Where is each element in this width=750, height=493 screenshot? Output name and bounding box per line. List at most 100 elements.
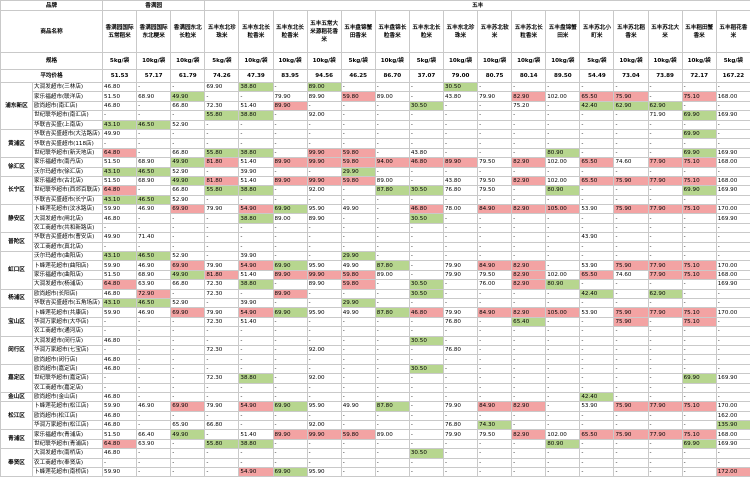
price: - bbox=[408, 232, 444, 243]
price: - bbox=[613, 297, 649, 309]
price: - bbox=[374, 466, 410, 478]
price: 43.10 bbox=[102, 194, 138, 206]
price: - bbox=[545, 213, 581, 224]
price: - bbox=[477, 222, 513, 234]
price: 46.80 bbox=[102, 391, 138, 403]
price: 80.90 bbox=[545, 279, 581, 290]
price: - bbox=[715, 222, 750, 234]
price: - bbox=[374, 147, 410, 159]
price: 82.90 bbox=[511, 175, 547, 187]
price: - bbox=[272, 297, 308, 309]
price: 29.90 bbox=[340, 166, 376, 177]
price: - bbox=[340, 326, 376, 337]
price: - bbox=[715, 251, 750, 262]
avg-row: 平均价格 51.53 57.17 61.79 74.26 47.39 83.95 94.56 4… bbox=[0, 69, 750, 83]
price: 79.90 bbox=[477, 91, 513, 102]
price: - bbox=[442, 391, 479, 403]
price: 46.80 bbox=[102, 288, 138, 300]
price: 62.90 bbox=[613, 100, 649, 112]
price: - bbox=[238, 232, 274, 243]
price: - bbox=[647, 326, 683, 337]
price: - bbox=[511, 354, 547, 365]
price: - bbox=[306, 166, 342, 177]
price: - bbox=[442, 457, 479, 469]
district: 静安区 bbox=[0, 204, 33, 234]
price: 105.00 bbox=[545, 307, 581, 318]
price: - bbox=[647, 128, 683, 140]
price: - bbox=[136, 241, 172, 253]
price: 168.00 bbox=[715, 175, 750, 187]
price: - bbox=[170, 466, 206, 478]
price: - bbox=[374, 222, 410, 234]
price: 169.90 bbox=[715, 213, 750, 224]
price: - bbox=[442, 251, 479, 262]
price: 30.50 bbox=[408, 448, 444, 459]
product-name: 香满园东北长粒米 bbox=[170, 10, 206, 53]
price: - bbox=[647, 344, 683, 356]
price: 66.80 bbox=[170, 185, 206, 196]
price: - bbox=[272, 185, 308, 196]
price: 66.80 bbox=[170, 279, 206, 290]
price: - bbox=[306, 438, 342, 450]
product-spec: 10kg/袋 bbox=[613, 52, 649, 70]
price: - bbox=[647, 354, 683, 365]
store-name: 家乐福超市(曲阳店) bbox=[31, 269, 104, 281]
avg-price: 61.79 bbox=[170, 69, 206, 83]
price: - bbox=[204, 391, 240, 403]
price: - bbox=[374, 354, 410, 365]
price: - bbox=[306, 138, 342, 149]
price: 170.00 bbox=[715, 260, 750, 271]
price: - bbox=[272, 110, 308, 121]
price: 102.00 bbox=[545, 91, 581, 102]
price: - bbox=[374, 326, 410, 337]
price: 74.60 bbox=[613, 269, 649, 281]
price: 43.90 bbox=[579, 232, 615, 243]
price: - bbox=[613, 241, 649, 253]
price: - bbox=[204, 166, 240, 177]
product-name: 五丰稻田蟹香米 bbox=[681, 10, 717, 53]
price: - bbox=[545, 401, 581, 412]
store-row: 世纪联华超市(青浦店) 64.80 63.90-55.80 38.80- - - - - - - -… bbox=[1, 438, 750, 450]
price: - bbox=[579, 110, 615, 121]
district: 嘉定区 bbox=[0, 363, 33, 393]
price: - bbox=[408, 326, 444, 337]
price: - bbox=[442, 410, 479, 422]
price: - bbox=[613, 185, 649, 196]
price: - bbox=[715, 138, 750, 149]
store-row: 宝山区 卜蜂莲花超市(共康店) 59.90 46.90 69.90 79.90 54.90 6… bbox=[0, 307, 750, 337]
price: 75.10 bbox=[681, 401, 717, 412]
price: 51.40 bbox=[238, 157, 274, 168]
price: - bbox=[715, 354, 750, 365]
store-name: 农工商超市(真北店) bbox=[31, 241, 104, 253]
price: - bbox=[613, 166, 649, 177]
avg-price: 54.49 bbox=[579, 69, 615, 83]
price: 46.90 bbox=[136, 307, 172, 318]
price: 46.90 bbox=[136, 260, 172, 271]
price: - bbox=[647, 316, 683, 328]
price: - bbox=[442, 110, 479, 121]
price: 72.30 bbox=[204, 100, 240, 112]
price: 51.40 bbox=[238, 175, 274, 187]
price: - bbox=[374, 194, 410, 206]
price: 75.90 bbox=[613, 307, 649, 318]
price: 38.80 bbox=[238, 185, 274, 196]
price: - bbox=[374, 438, 410, 450]
price: - bbox=[408, 297, 444, 309]
price: 77.90 bbox=[647, 157, 683, 168]
price: 75.10 bbox=[681, 307, 717, 318]
price: - bbox=[511, 128, 547, 140]
price: - bbox=[477, 110, 513, 121]
spec-row: 规格 5kg/袋 10kg/袋 10kg/袋 5kg/袋 10kg/袋 10kg/袋 10kg… bbox=[0, 52, 750, 70]
price: - bbox=[681, 391, 717, 403]
product-spec: 10kg/袋 bbox=[477, 52, 513, 70]
price: - bbox=[511, 147, 547, 159]
store-row: 农工商超市(共和新路店) - - - - - - - - - - - - - - - - - - - bbox=[1, 222, 750, 234]
price: 59.90 bbox=[102, 401, 138, 412]
price: 64.80 bbox=[102, 438, 138, 450]
price: - bbox=[306, 354, 342, 365]
price: 102.00 bbox=[545, 429, 581, 440]
price: - bbox=[204, 363, 240, 375]
price: 77.90 bbox=[647, 269, 683, 281]
price: - bbox=[477, 448, 513, 459]
price: 102.00 bbox=[545, 157, 581, 168]
